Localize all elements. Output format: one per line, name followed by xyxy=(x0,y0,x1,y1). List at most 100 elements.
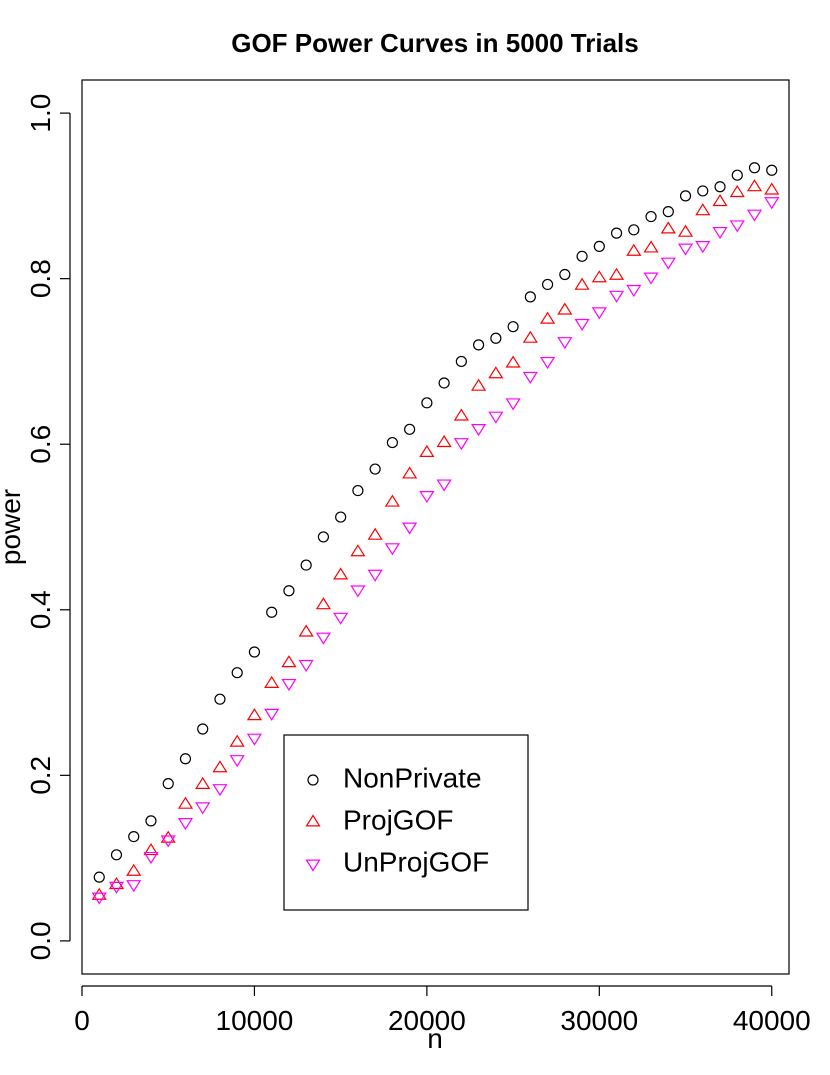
data-point xyxy=(714,181,726,193)
data-point xyxy=(384,543,400,556)
data-point xyxy=(179,753,192,765)
data-point xyxy=(522,371,538,384)
data-point xyxy=(766,164,778,176)
data-point xyxy=(315,597,331,610)
data-point xyxy=(608,267,625,280)
data-point xyxy=(177,796,194,809)
data-point xyxy=(126,880,142,893)
data-point xyxy=(574,318,590,331)
data-point xyxy=(473,339,485,351)
data-point xyxy=(350,544,366,557)
data-point xyxy=(746,179,763,192)
data-point xyxy=(505,398,521,411)
data-point xyxy=(317,531,330,543)
data-point xyxy=(367,527,383,540)
data-point xyxy=(507,321,519,333)
data-point xyxy=(453,438,469,451)
data-point xyxy=(160,835,176,848)
data-point xyxy=(436,479,452,492)
data-point xyxy=(524,291,536,303)
data-point xyxy=(660,257,676,270)
x-tick-label: 10000 xyxy=(216,1005,294,1036)
data-point xyxy=(455,355,467,368)
chart-title: GOF Power Curves in 5000 Trials xyxy=(231,28,639,58)
data-point xyxy=(195,776,211,789)
data-point xyxy=(350,585,366,598)
legend-label: NonPrivate xyxy=(343,762,482,793)
series-unprojgof xyxy=(91,197,780,905)
data-point xyxy=(93,871,105,883)
data-point xyxy=(229,755,245,768)
data-point xyxy=(660,221,676,234)
data-point xyxy=(695,203,711,216)
data-point xyxy=(315,632,331,645)
data-point xyxy=(471,423,487,437)
data-point xyxy=(764,197,780,210)
data-point xyxy=(677,243,694,256)
data-point xyxy=(369,463,381,475)
y-tick-label: 0.2 xyxy=(25,756,56,795)
data-point xyxy=(628,224,640,236)
data-point xyxy=(591,307,607,320)
data-point xyxy=(574,277,590,290)
data-point xyxy=(712,226,728,240)
y-tick-label: 1.0 xyxy=(25,94,56,133)
data-point xyxy=(110,849,123,861)
data-point xyxy=(626,243,642,256)
data-point xyxy=(246,733,263,746)
data-point xyxy=(264,708,280,721)
data-point xyxy=(108,876,125,890)
data-point xyxy=(729,184,745,198)
data-point xyxy=(248,646,261,658)
y-tick-label: 0.0 xyxy=(25,921,56,960)
data-point xyxy=(729,220,745,233)
data-series xyxy=(91,162,780,905)
data-point xyxy=(453,408,469,421)
x-tick-label: 40000 xyxy=(733,1005,811,1036)
data-point xyxy=(419,444,435,457)
data-point xyxy=(695,241,711,254)
legend-label: ProjGOF xyxy=(343,804,453,835)
data-point xyxy=(662,206,674,218)
y-axis: 0.0 0.2 0.4 0.6 0.8 1.0 xyxy=(25,94,71,960)
data-point xyxy=(591,270,607,283)
data-point xyxy=(471,378,487,391)
legend-item-nonprivate: NonPrivate xyxy=(307,762,482,793)
data-point xyxy=(145,815,157,827)
data-point xyxy=(677,224,694,237)
data-point xyxy=(126,863,142,876)
data-point xyxy=(643,240,659,253)
data-point xyxy=(419,491,435,504)
data-point xyxy=(541,278,554,291)
data-point xyxy=(540,311,556,324)
series-projgof xyxy=(91,179,780,900)
data-point xyxy=(298,624,314,637)
legend-item-projgof: ProjGOF xyxy=(305,804,453,835)
data-point xyxy=(266,606,278,618)
data-point xyxy=(626,284,642,298)
data-point xyxy=(402,522,418,535)
data-point xyxy=(712,194,728,207)
legend-marker xyxy=(305,859,321,872)
data-point xyxy=(143,843,159,856)
data-point xyxy=(386,436,398,449)
data-point xyxy=(108,881,125,894)
data-point xyxy=(402,466,418,479)
data-point xyxy=(679,190,692,202)
data-point xyxy=(645,210,657,223)
data-point xyxy=(697,185,709,197)
data-point xyxy=(746,209,763,222)
data-point xyxy=(643,272,659,285)
x-tick-label: 0 xyxy=(74,1005,90,1036)
data-point xyxy=(298,659,314,673)
data-point xyxy=(197,723,209,735)
data-point xyxy=(610,227,623,239)
data-point xyxy=(195,802,211,815)
data-point xyxy=(505,355,521,368)
data-point xyxy=(162,778,174,790)
data-point xyxy=(557,302,573,315)
data-point xyxy=(333,567,349,580)
plot-area-frame xyxy=(81,79,790,975)
data-point xyxy=(246,708,263,721)
data-point xyxy=(281,678,297,692)
